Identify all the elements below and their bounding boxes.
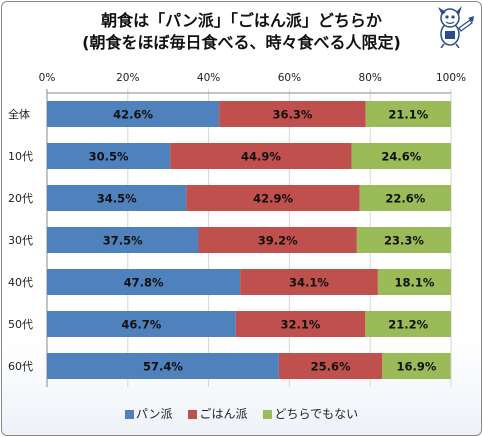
bar-segment-2-1 bbox=[186, 185, 360, 211]
bar-segment-0-0 bbox=[47, 101, 220, 127]
bar-segment-1-1 bbox=[170, 143, 352, 169]
category-label-2: 20代 bbox=[8, 192, 33, 205]
data-label-0-0: 42.6% bbox=[113, 108, 153, 122]
legend-item-1: ごはん派 bbox=[188, 405, 247, 422]
data-label-6-0: 57.4% bbox=[143, 360, 183, 374]
legend-swatch-1 bbox=[188, 410, 198, 419]
bar-segment-0-1 bbox=[219, 101, 366, 127]
bar-segment-0-2 bbox=[365, 101, 451, 127]
chart-title-line1: 朝食は「パン派」「ごはん派」どちらか bbox=[101, 11, 382, 30]
x-tick-label-3: 60% bbox=[278, 72, 301, 84]
chart-title-line2: (朝食をほぼ毎日食べる、時々食べる人限定) bbox=[82, 33, 401, 52]
bar-segment-2-2 bbox=[359, 185, 451, 211]
data-label-3-0: 37.5% bbox=[103, 234, 143, 248]
category-label-3: 30代 bbox=[8, 234, 33, 247]
data-label-2-0: 34.5% bbox=[97, 192, 137, 206]
bar-segment-6-0 bbox=[47, 353, 279, 379]
bar-segment-6-2 bbox=[382, 353, 451, 379]
legend-swatch-2 bbox=[263, 410, 273, 419]
data-label-6-1: 25.6% bbox=[311, 360, 351, 374]
category-label-4: 40代 bbox=[8, 276, 33, 289]
data-label-2-2: 22.6% bbox=[385, 192, 425, 206]
bar-segment-2-0 bbox=[47, 185, 187, 211]
data-label-2-1: 42.9% bbox=[253, 192, 293, 206]
data-label-5-0: 46.7% bbox=[121, 318, 161, 332]
legend: パン派 ごはん派 どちらでもない bbox=[0, 405, 483, 422]
bar-segment-4-0 bbox=[47, 269, 241, 295]
bar-segment-5-2 bbox=[365, 311, 451, 337]
legend-label-1: ごはん派 bbox=[199, 407, 248, 421]
mascot-character-icon bbox=[438, 6, 474, 48]
x-axis-tick-labels: 0% 20% 40% 60% 80% 100% bbox=[39, 72, 466, 84]
data-label-1-1: 44.9% bbox=[241, 150, 281, 164]
bar-segment-3-1 bbox=[198, 227, 357, 253]
x-tick-label-1: 20% bbox=[116, 72, 139, 84]
data-label-0-2: 21.1% bbox=[388, 108, 428, 122]
data-label-6-2: 16.9% bbox=[397, 360, 437, 374]
legend-label-2: どちらでもない bbox=[274, 407, 359, 421]
category-label-5: 50代 bbox=[8, 318, 33, 331]
bar-segment-4-1 bbox=[240, 269, 378, 295]
category-label-0: 全体 bbox=[8, 107, 30, 121]
data-label-4-2: 18.1% bbox=[394, 276, 434, 290]
data-label-3-2: 23.3% bbox=[384, 234, 424, 248]
bar-segment-5-0 bbox=[47, 311, 236, 337]
bar-segment-4-2 bbox=[377, 269, 451, 295]
category-labels: 全体 10代 20代 30代 40代 50代 60代 bbox=[8, 107, 33, 373]
data-label-0-1: 36.3% bbox=[272, 108, 312, 122]
x-tick-label-5: 100% bbox=[436, 72, 466, 84]
bar-segment-1-0 bbox=[47, 143, 171, 169]
data-label-1-2: 24.6% bbox=[381, 150, 421, 164]
bar-segment-5-1 bbox=[235, 311, 366, 337]
bar-segment-3-2 bbox=[356, 227, 451, 253]
legend-label-0: パン派 bbox=[135, 407, 173, 421]
bar-segment-6-1 bbox=[278, 353, 383, 379]
data-label-4-0: 47.8% bbox=[124, 276, 164, 290]
data-label-5-2: 21.2% bbox=[388, 318, 428, 332]
x-tick-label-2: 40% bbox=[197, 72, 220, 84]
chart-title: 朝食は「パン派」「ごはん派」どちらか (朝食をほぼ毎日食べる、時々食べる人限定) bbox=[0, 10, 483, 54]
data-label-1-0: 30.5% bbox=[89, 150, 129, 164]
bar-segment-3-0 bbox=[47, 227, 199, 253]
data-label-5-1: 32.1% bbox=[281, 318, 321, 332]
legend-item-2: どちらでもない bbox=[263, 405, 358, 422]
data-label-3-1: 39.2% bbox=[258, 234, 298, 248]
data-label-4-1: 34.1% bbox=[289, 276, 329, 290]
category-label-1: 10代 bbox=[8, 150, 33, 163]
legend-item-0: パン派 bbox=[124, 405, 173, 422]
x-tick-label-4: 80% bbox=[359, 72, 382, 84]
bar-layer: 42.6% 36.3% 21.1% 30.5% 44.9% 24.6% 34.5% 42.9%… bbox=[47, 101, 451, 379]
legend-swatch-0 bbox=[124, 410, 134, 419]
x-tick-label-0: 0% bbox=[39, 72, 56, 84]
category-label-6: 60代 bbox=[8, 360, 33, 373]
bar-segment-1-2 bbox=[351, 143, 451, 169]
